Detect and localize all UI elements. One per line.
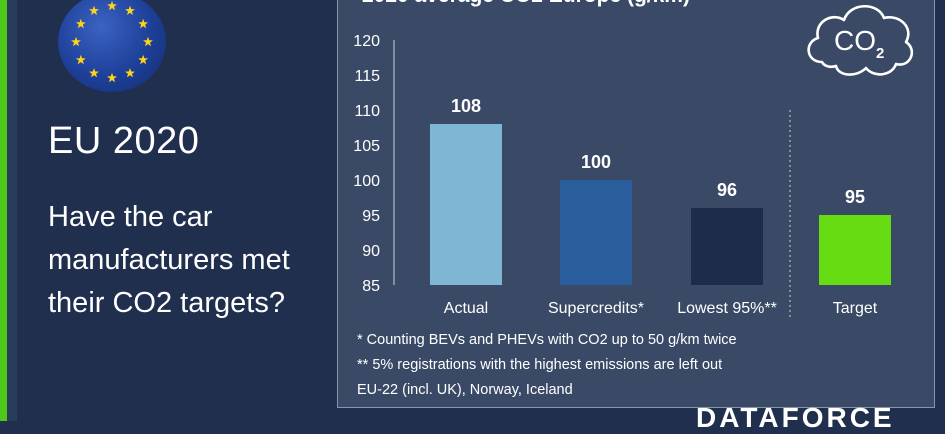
flag-star (89, 67, 99, 78)
footnote-region: EU-22 (incl. UK), Norway, Iceland (357, 382, 573, 398)
y-tick-label: 110 (354, 103, 380, 120)
y-tick-label: 85 (362, 278, 380, 295)
bar-value-label: 100 (581, 152, 611, 172)
flag-star (89, 5, 99, 16)
question-text: Have the car manufacturers met their CO2… (48, 201, 290, 319)
flag-star (125, 67, 135, 78)
bar-value-label: 95 (845, 187, 865, 207)
eu-flag-icon (58, 0, 166, 92)
x-category-label: Supercredits* (548, 300, 644, 317)
y-tick-label: 95 (362, 208, 380, 225)
flag-star (143, 36, 153, 47)
bar-value-label: 96 (717, 180, 737, 200)
flag-star (75, 54, 86, 65)
x-category-label: Actual (444, 300, 488, 317)
y-tick-label: 105 (353, 138, 380, 155)
footnote-lowest: ** 5% registrations with the highest emi… (357, 357, 723, 373)
co2-cloud-icon: CO 2 (807, 5, 914, 76)
page-heading: EU 2020 (48, 120, 200, 162)
y-tick-label: 115 (354, 68, 380, 85)
flag-star (125, 5, 135, 16)
bar (691, 208, 763, 285)
bar (430, 124, 502, 285)
flag-star (138, 54, 149, 65)
chart-title: 2020 average CO2 Europe (g/km) (362, 0, 690, 8)
green-accent-bar (0, 0, 7, 421)
x-category-label: Target (833, 300, 878, 317)
co2-label: CO (834, 25, 876, 56)
eu-stars-icon (71, 0, 153, 83)
flag-star (75, 18, 86, 29)
bar-value-label: 108 (451, 96, 481, 116)
bar-chart: 85 90 95 100 105 110 115 120 108 Actual 100 Supercr… (353, 33, 891, 318)
flag-star (138, 18, 149, 29)
left-edge-band (7, 0, 17, 421)
flag-star (107, 0, 117, 11)
co2-subscript: 2 (876, 45, 884, 62)
bar (560, 180, 632, 285)
flag-star (71, 36, 81, 47)
x-category-label: Lowest 95%** (677, 300, 777, 317)
y-tick-label: 100 (353, 173, 380, 190)
flag-star (107, 72, 117, 83)
y-tick-label: 120 (353, 33, 380, 50)
brand-logo: DATAFORCE (696, 402, 895, 433)
footnote-supercredits: * Counting BEVs and PHEVs with CO2 up to… (357, 332, 737, 348)
y-tick-label: 90 (362, 243, 380, 260)
bar (819, 215, 891, 285)
